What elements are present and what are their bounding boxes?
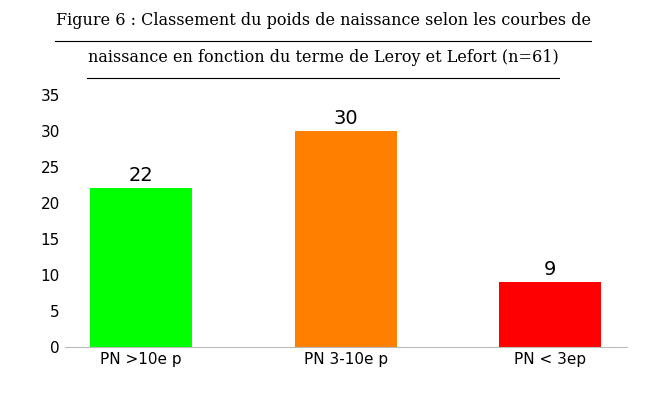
Text: naissance en fonction du terme de Leroy et Lefort (n=61): naissance en fonction du terme de Leroy … (88, 49, 558, 66)
Bar (295, 130, 397, 347)
Text: 30: 30 (333, 109, 358, 128)
Text: 22: 22 (129, 166, 154, 185)
Bar (499, 282, 601, 347)
Text: Figure 6 : Classement du poids de naissance selon les courbes de: Figure 6 : Classement du poids de naissa… (56, 12, 590, 29)
Text: 9: 9 (544, 260, 556, 279)
Bar (90, 188, 193, 347)
